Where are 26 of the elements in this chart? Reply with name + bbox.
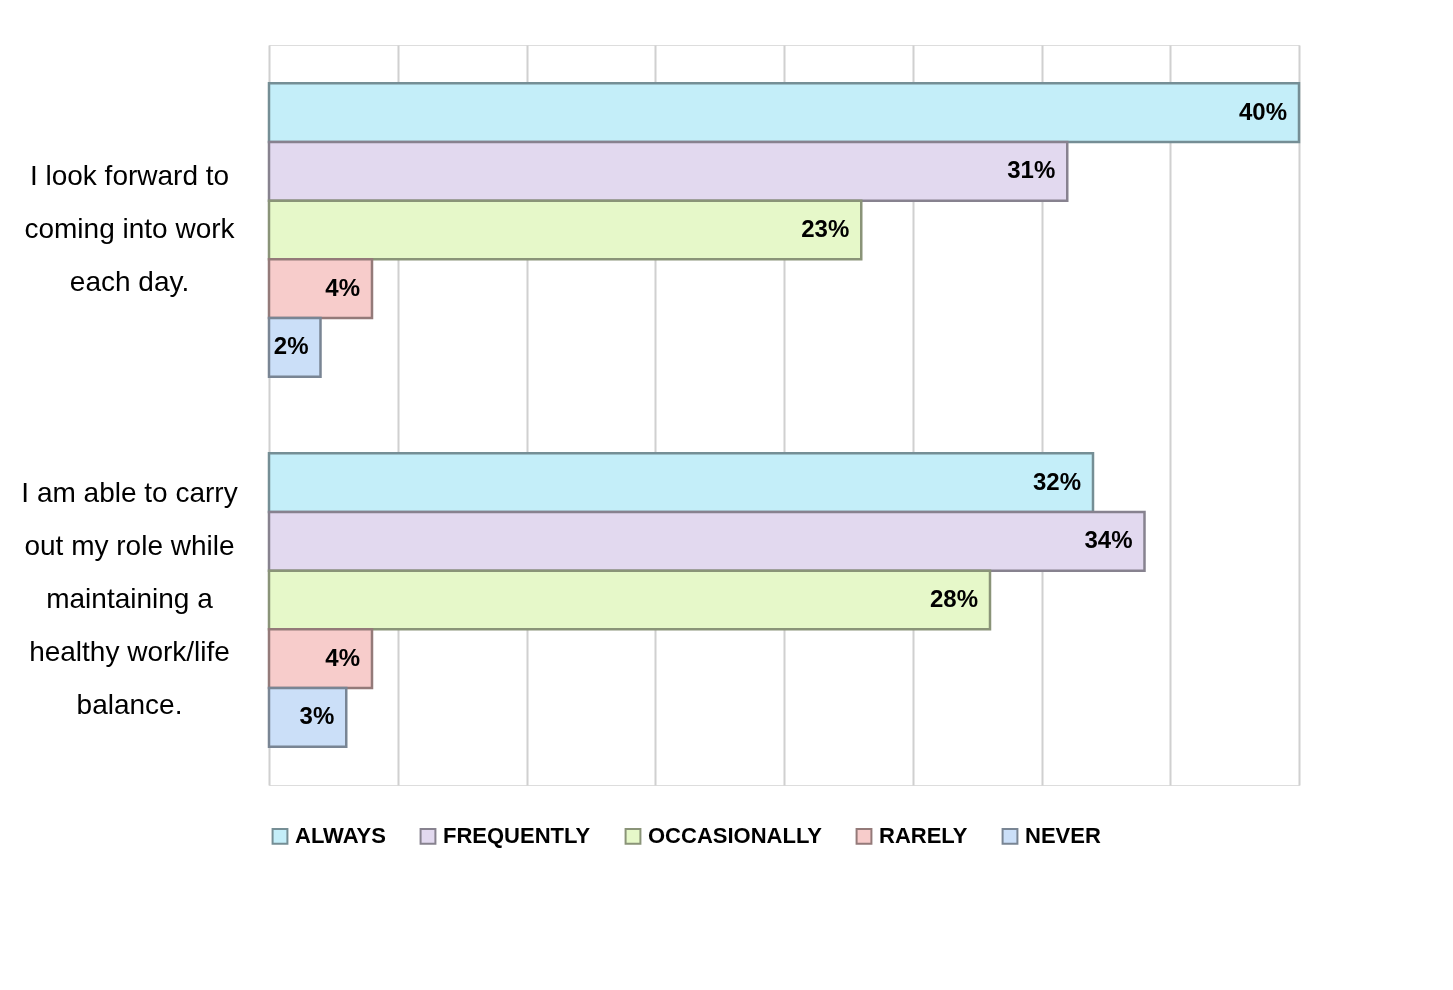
data-label: 28% [929, 585, 978, 612]
bar [267, 510, 1146, 572]
legend-label: ALWAYS [295, 823, 386, 849]
bar [267, 199, 863, 261]
bar [267, 686, 348, 749]
data-label: 23% [801, 215, 850, 242]
legend-label: FREQUENTLY [443, 823, 591, 849]
data-label: 34% [1084, 526, 1133, 554]
data-label: 31% [1007, 156, 1056, 184]
bar [267, 628, 374, 690]
bar [267, 140, 1069, 202]
bar [267, 451, 1095, 514]
bar [267, 258, 374, 320]
legend-label: RARELY [879, 823, 968, 849]
y-tick-label: I am able to carry out my role while maintaining a healthy work/life balance. [21, 477, 238, 720]
legend-label: NEVER [1025, 823, 1101, 849]
legend-label: OCCASIONALLY [648, 823, 823, 849]
bar [267, 569, 992, 631]
data-label: 4% [325, 273, 360, 301]
data-label: 2% [273, 332, 309, 360]
bar [267, 81, 1301, 144]
data-label: 32% [1032, 467, 1081, 495]
data-label: 40% [1238, 97, 1287, 125]
data-label: 4% [325, 643, 360, 671]
y-tick-label: I look forward to coming into work each day. [24, 160, 236, 297]
data-label: 3% [299, 702, 335, 730]
